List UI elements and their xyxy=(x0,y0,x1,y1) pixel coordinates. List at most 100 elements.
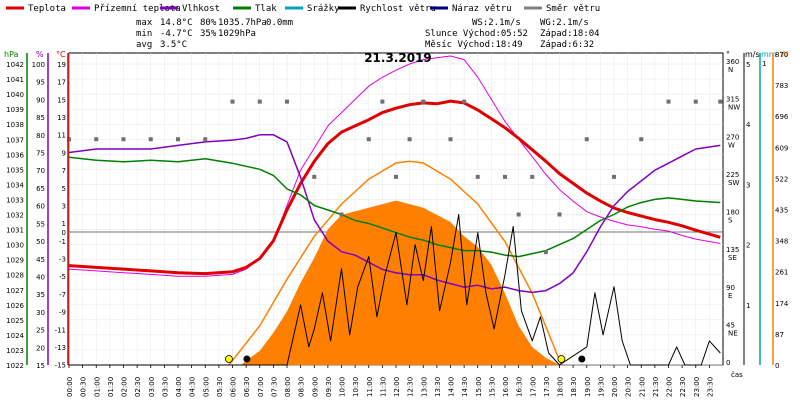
radiation-series xyxy=(228,160,563,366)
x-tick-6: 03:00 xyxy=(148,377,156,397)
radiation-tick-9: 87 xyxy=(775,331,784,339)
x-tick-35: 17:30 xyxy=(543,377,551,397)
x-tick-5: 02:30 xyxy=(134,377,142,397)
moon-icon-1 xyxy=(578,355,586,363)
stats-min-hum: 35% xyxy=(200,29,217,39)
x-tick-44: 22:00 xyxy=(666,377,674,397)
temperature-tick-8: 3 xyxy=(62,202,66,210)
radiation-tick-0: 870 xyxy=(775,51,788,59)
temperature-tick-7: 5 xyxy=(62,185,66,193)
direction-tick-1: 315 xyxy=(726,96,739,104)
stats-max-hum: 80% xyxy=(200,18,217,28)
humidity-tick-9: 55 xyxy=(36,220,45,228)
direction-tick-2: 270 xyxy=(726,133,739,141)
x-tick-31: 15:30 xyxy=(488,377,496,397)
direction-name-3: SW xyxy=(728,179,739,187)
direction-point-7 xyxy=(257,99,262,104)
humidity-tick-6: 70 xyxy=(36,167,45,175)
moon-icon-0 xyxy=(243,355,251,363)
pressure-tick-16: 1026 xyxy=(6,302,24,310)
direction-point-21 xyxy=(530,174,535,179)
wind-speed-line xyxy=(69,214,721,366)
x-tick-39: 19:30 xyxy=(597,377,605,397)
direction-point-8 xyxy=(285,99,289,104)
x-tick-18: 09:00 xyxy=(311,377,319,397)
direction-point-3 xyxy=(148,137,153,142)
x-tick-34: 17:00 xyxy=(529,377,537,397)
humidity-tick-14: 30 xyxy=(36,309,45,317)
moon-rise: Měsíc Východ:18:49 xyxy=(425,40,523,50)
pressure-line xyxy=(68,156,721,258)
wind-tick-3: 2 xyxy=(746,242,750,250)
temperature-tick-5: 9 xyxy=(62,149,66,157)
x-tick-20: 10:00 xyxy=(339,377,347,397)
axis-pressure-label: hPa xyxy=(4,50,19,59)
direction-point-19 xyxy=(503,174,507,179)
radiation-tick-2: 696 xyxy=(775,113,789,121)
humidity-tick-3: 85 xyxy=(36,114,45,122)
stats-max-label: max xyxy=(136,18,153,28)
radiation-tick-6: 348 xyxy=(775,238,788,246)
legend-label-7: Směr větru xyxy=(546,4,600,14)
direction-point-11 xyxy=(366,137,371,142)
temperature-tick-15: -9 xyxy=(59,309,66,317)
humidity-tick-8: 60 xyxy=(36,203,45,211)
rain-tick-0: 1 xyxy=(762,60,766,68)
radiation-theoretical-line xyxy=(228,160,563,366)
x-tick-13: 06:30 xyxy=(243,377,251,397)
direction-name-4: S xyxy=(728,217,733,225)
x-tick-4: 02:00 xyxy=(121,377,129,397)
moon-set: Západ:6:32 xyxy=(540,40,594,50)
direction-tick-7: 45 xyxy=(726,321,735,329)
x-tick-21: 10:30 xyxy=(352,377,360,397)
pressure-tick-6: 1036 xyxy=(6,151,24,159)
x-tick-32: 16:00 xyxy=(502,377,510,397)
radiation-tick-8: 174 xyxy=(775,300,789,308)
legend-label-1: Přízemní teplota xyxy=(94,4,181,14)
legend-label-2: Vlhkost xyxy=(182,4,220,14)
axis-wind-label: m/s xyxy=(745,50,760,59)
direction-point-0 xyxy=(67,137,71,142)
direction-point-10 xyxy=(339,212,344,217)
x-tick-12: 06:00 xyxy=(230,377,238,397)
x-tick-36: 18:00 xyxy=(557,377,565,397)
pressure-tick-8: 1034 xyxy=(6,181,24,189)
stats-min-label: min xyxy=(136,29,152,39)
temperature-tick-6: 7 xyxy=(62,167,66,175)
temperature-tick-16: -11 xyxy=(55,326,66,334)
legend-label-6: Náraz větru xyxy=(452,4,512,14)
direction-point-24 xyxy=(584,137,589,142)
x-tick-9: 04:30 xyxy=(189,377,197,397)
axis-temperature-label: °C xyxy=(56,50,66,59)
series-lines xyxy=(68,55,721,366)
humidity-tick-7: 65 xyxy=(36,185,45,193)
direction-point-12 xyxy=(380,99,385,104)
direction-point-9 xyxy=(312,174,317,179)
stats-min-temp: -4.7°C xyxy=(160,29,193,39)
temperature-tick-3: 13 xyxy=(57,114,66,122)
x-tick-14: 07:00 xyxy=(257,377,265,397)
direction-point-27 xyxy=(666,99,671,104)
x-tick-23: 11:30 xyxy=(379,377,387,397)
axis-direction-label: ° xyxy=(726,50,730,59)
direction-point-6 xyxy=(230,99,235,104)
temperature-tick-18: -15 xyxy=(55,362,66,370)
x-tick-2: 01:00 xyxy=(93,377,101,397)
direction-point-25 xyxy=(612,174,616,179)
wind-tick-0: 5 xyxy=(746,61,750,69)
axis-rain-label: mm xyxy=(761,50,777,59)
humidity-tick-17: 15 xyxy=(36,362,45,370)
stats-max-rain: 0.0mm xyxy=(266,18,293,28)
stats-max-temp: 14.8°C xyxy=(160,18,193,28)
wind-tick-4: 1 xyxy=(746,302,750,310)
direction-tick-4: 180 xyxy=(726,209,739,217)
temperature-tick-0: 19 xyxy=(57,61,66,69)
axis-humidity-label: % xyxy=(36,50,44,59)
direction-point-5 xyxy=(203,137,208,142)
x-tick-33: 16:30 xyxy=(516,377,524,397)
sun-icon-0 xyxy=(225,355,233,363)
direction-tick-5: 135 xyxy=(726,246,739,254)
temperature-tick-12: -3 xyxy=(59,256,66,264)
temperature-tick-9: 1 xyxy=(62,220,66,228)
